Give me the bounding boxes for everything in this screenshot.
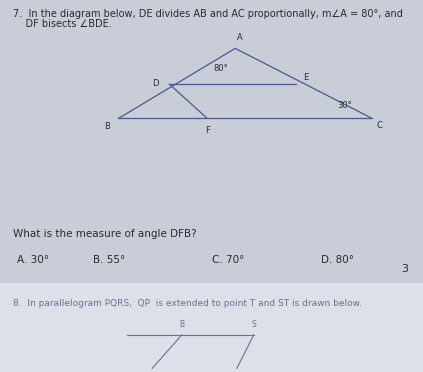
Text: A. 30°: A. 30°	[17, 255, 49, 265]
Text: F: F	[205, 126, 210, 135]
Text: 80°: 80°	[213, 64, 228, 73]
Text: B: B	[104, 122, 110, 131]
Text: 3: 3	[401, 264, 408, 274]
Text: 8.  In parallelogram PQRS,  QP  is extended to point T and ST is drawn below.: 8. In parallelogram PQRS, QP is extended…	[13, 299, 362, 308]
Text: 7.  In the diagram below, DE divides AB and AC proportionally, m∠A = 80°, and: 7. In the diagram below, DE divides AB a…	[13, 9, 403, 19]
Text: S: S	[251, 320, 256, 329]
Text: DF bisects ∠BDE.: DF bisects ∠BDE.	[13, 19, 111, 29]
Text: C: C	[376, 121, 382, 130]
Text: E: E	[303, 73, 308, 82]
Text: B: B	[179, 320, 184, 329]
Text: D: D	[153, 80, 159, 89]
Text: D. 80°: D. 80°	[321, 255, 354, 265]
Text: B. 55°: B. 55°	[93, 255, 125, 265]
Text: A: A	[236, 33, 242, 42]
Text: 30°: 30°	[338, 101, 352, 110]
Bar	[0, 283, 423, 372]
Text: C. 70°: C. 70°	[212, 255, 244, 265]
Text: What is the measure of angle DFB?: What is the measure of angle DFB?	[13, 229, 196, 239]
